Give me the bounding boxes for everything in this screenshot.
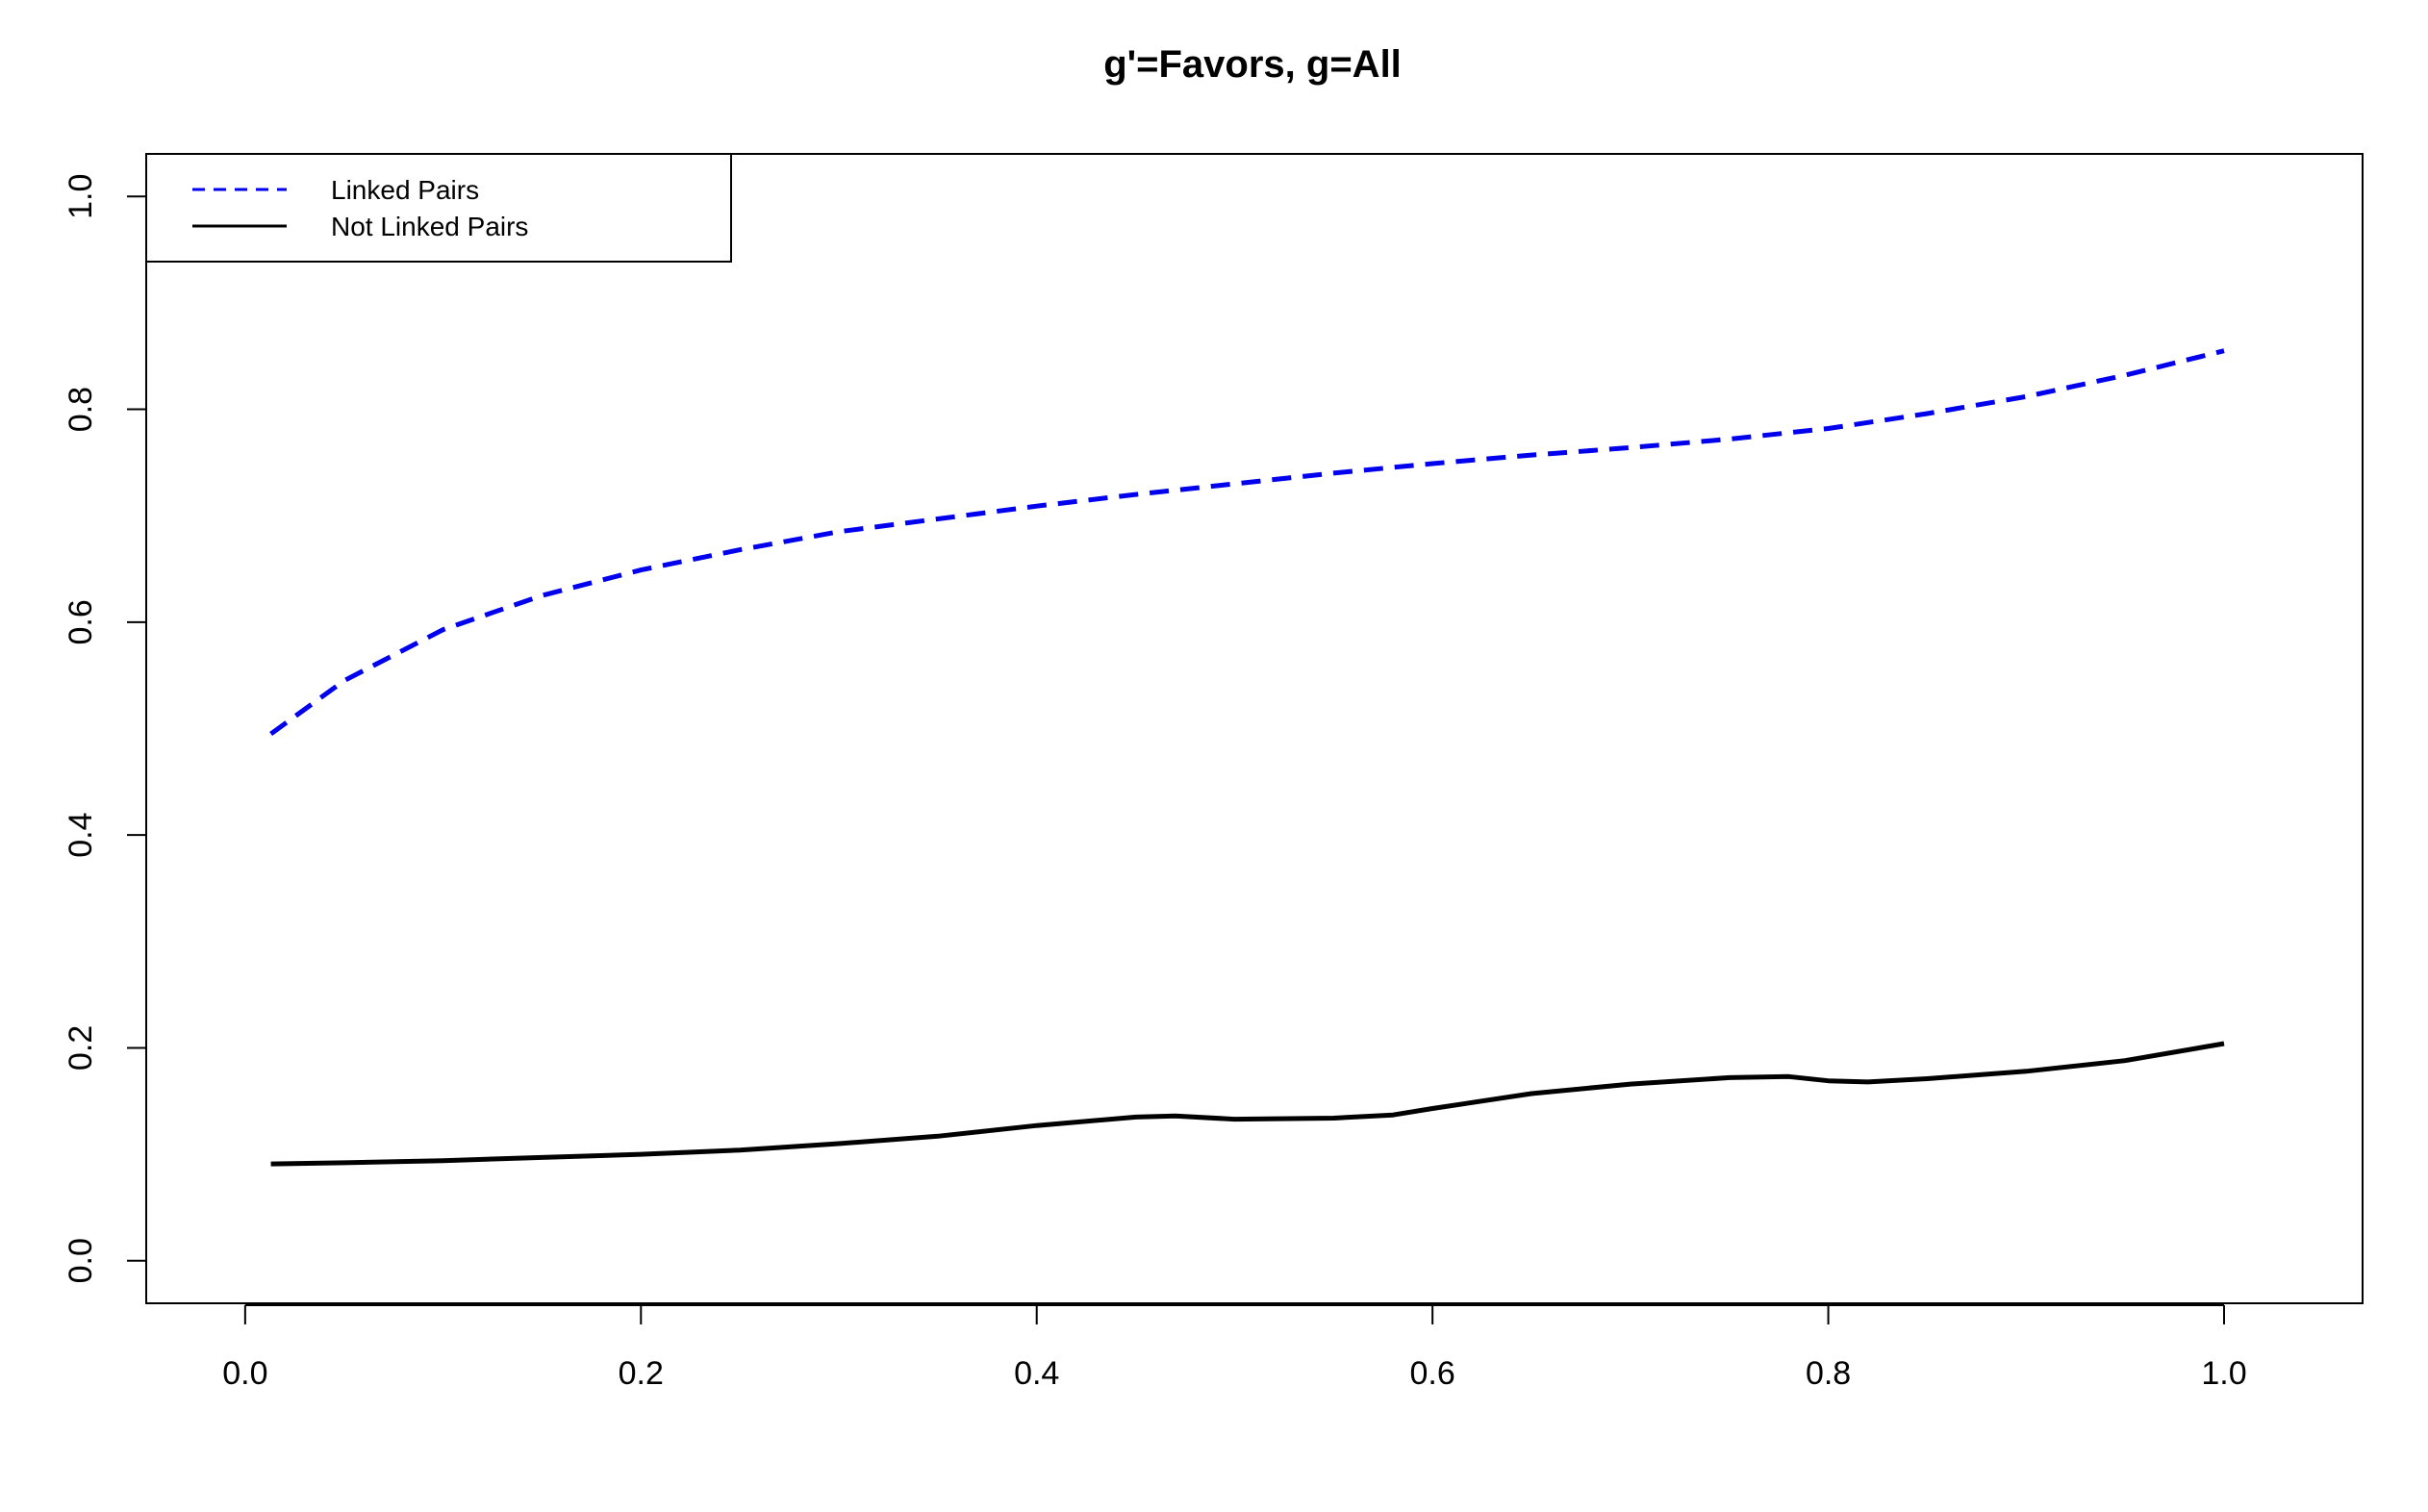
plot-frame [145, 153, 2364, 1304]
chart-title: g'=Favors, g=All [1103, 43, 1402, 86]
y-tick-label: 0.0 [63, 1238, 99, 1283]
y-axis: 0.0 0.2 0.4 0.6 0.8 1.0 [63, 174, 147, 1283]
x-tick-label: 0.0 [222, 1355, 267, 1392]
legend-label: Linked Pairs [331, 175, 479, 205]
series-line-linked-pairs [269, 348, 2225, 737]
y-tick-label: 0.2 [63, 1025, 99, 1071]
y-tick-label: 1.0 [63, 174, 99, 219]
x-tick-label: 0.4 [1014, 1355, 1059, 1392]
legend-box [145, 153, 732, 263]
x-tick-label: 1.0 [2201, 1355, 2246, 1392]
series-layer [269, 348, 2225, 1167]
legend-label: Not Linked Pairs [331, 212, 528, 241]
series-line-not-linked-pairs [270, 1041, 2225, 1167]
x-tick-label: 0.6 [1410, 1355, 1455, 1392]
x-tick-label: 0.2 [619, 1355, 664, 1392]
y-tick-label: 0.4 [63, 813, 99, 858]
x-axis: 0.0 0.2 0.4 0.6 0.8 1.0 [222, 1304, 2247, 1392]
y-tick-label: 0.8 [63, 387, 99, 432]
legend: Linked Pairs Not Linked Pairs [145, 153, 732, 263]
x-tick-label: 0.8 [1806, 1355, 1851, 1392]
y-tick-label: 0.6 [63, 599, 99, 644]
